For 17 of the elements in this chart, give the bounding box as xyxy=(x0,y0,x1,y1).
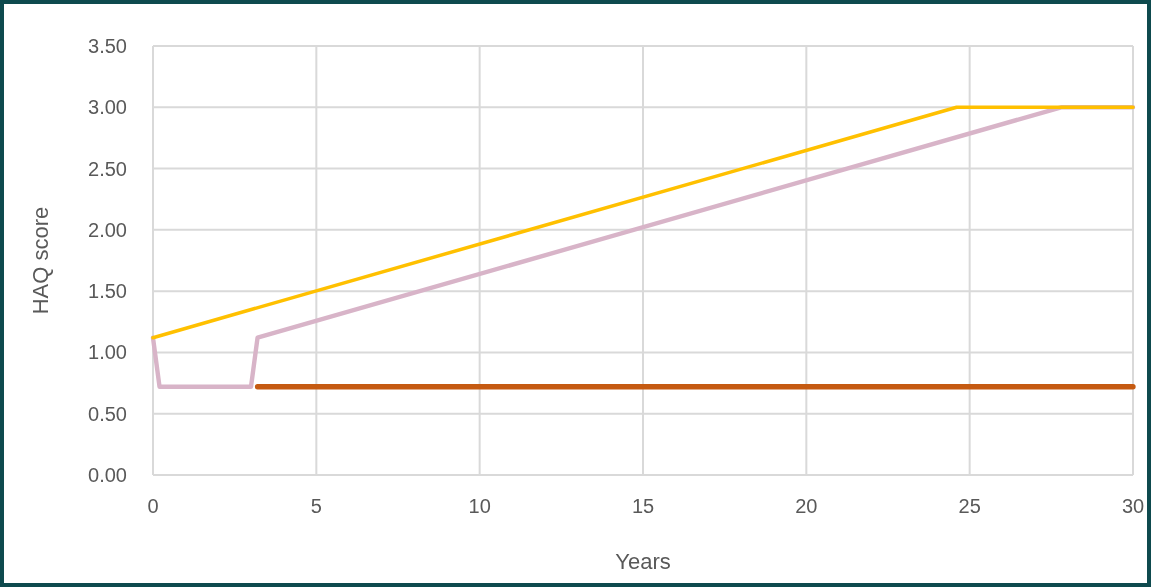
y-tick-label: 0.50 xyxy=(88,402,127,425)
y-tick-label: 1.50 xyxy=(88,280,127,303)
x-axis-title: Years xyxy=(615,549,671,574)
x-tick-label: 25 xyxy=(958,495,981,517)
y-tick-label: 0.00 xyxy=(88,464,127,486)
x-tick-label: 15 xyxy=(631,495,655,517)
y-tick-label: 2.50 xyxy=(88,157,127,180)
y-tick-label: 3.00 xyxy=(88,96,127,119)
y-axis-title: HAQ score xyxy=(28,206,53,315)
x-tick-label: 30 xyxy=(1121,495,1145,517)
y-tick-label: 2.00 xyxy=(88,218,127,241)
x-tick-label: 0 xyxy=(147,495,159,517)
x-tick-label: 20 xyxy=(795,495,818,517)
y-tick-label: 1.00 xyxy=(88,341,127,364)
x-tick-label: 10 xyxy=(468,495,491,517)
x-tick-label: 5 xyxy=(310,495,322,517)
y-tick-label: 3.50 xyxy=(88,35,127,57)
